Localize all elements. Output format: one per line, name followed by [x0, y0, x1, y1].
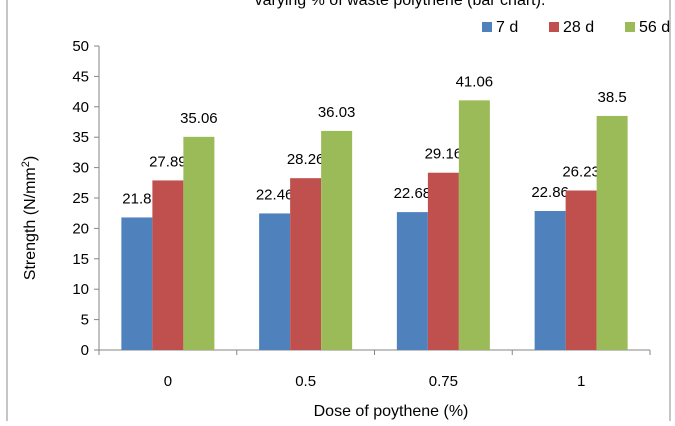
y-tick-label: 15 — [72, 251, 89, 268]
data-label: 38.5 — [598, 89, 627, 106]
bar-28d-0 — [152, 180, 184, 350]
legend-swatch — [549, 22, 559, 32]
bar-7d-0.5 — [259, 213, 291, 350]
x-tick-label: 0.5 — [295, 373, 316, 390]
data-label: 22.68 — [394, 185, 432, 202]
y-axis-label: Strength (N/mm2) — [20, 156, 39, 280]
data-label: 35.06 — [180, 110, 218, 127]
legend-label: 7 d — [496, 19, 518, 36]
data-label: 36.03 — [318, 104, 356, 121]
legend-swatch — [625, 22, 635, 32]
bar-56d-0.75 — [458, 100, 490, 351]
data-label: 22.86 — [531, 184, 569, 201]
y-tick-label: 40 — [72, 99, 89, 116]
bar-7d-0.75 — [396, 212, 428, 350]
plot-area: 0 5 10 15 20 25 30 35 40 45 50 0 0.5 0.75 1 21.8 22.46 22… — [72, 38, 651, 390]
data-label: 28.26 — [287, 151, 325, 168]
legend: 7 d 28 d 56 d — [482, 19, 670, 36]
data-label: 22.46 — [256, 186, 294, 203]
y-tick-label: 45 — [72, 68, 89, 85]
bar-7d-0 — [121, 217, 153, 350]
bar-28d-0.5 — [290, 178, 322, 350]
bar-56d-1 — [596, 115, 628, 350]
y-tick-label: 30 — [72, 160, 89, 177]
legend-label: 56 d — [639, 19, 670, 36]
data-label: 27.89 — [149, 153, 187, 170]
legend-label: 28 d — [563, 19, 594, 36]
y-tick-label: 5 — [81, 312, 89, 329]
legend-swatch — [482, 22, 492, 32]
x-tick-label: 1 — [577, 373, 585, 390]
y-tick-label: 0 — [81, 342, 89, 359]
x-axis-label: Dose of poythene (%) — [314, 403, 469, 420]
bar-56d-0.5 — [321, 130, 353, 350]
data-label: 29.16 — [425, 146, 463, 163]
bar-28d-0.75 — [427, 172, 459, 350]
chart-title: varying % of waste polythene (bar chart)… — [255, 0, 546, 9]
bar-28d-1 — [565, 190, 597, 350]
x-tick-label: 0 — [164, 373, 172, 390]
bar-56d-0 — [183, 136, 215, 350]
data-label: 26.23 — [562, 164, 600, 181]
y-tick-label: 35 — [72, 129, 89, 146]
y-tick-label: 50 — [72, 38, 89, 55]
y-tick-label: 10 — [72, 281, 89, 298]
x-tick-label: 0.75 — [429, 373, 458, 390]
data-label: 21.8 — [122, 190, 151, 207]
bar-7d-1 — [534, 211, 566, 350]
y-tick-label: 25 — [72, 190, 89, 207]
y-tick-label: 20 — [72, 220, 89, 237]
data-label: 41.06 — [456, 73, 494, 90]
